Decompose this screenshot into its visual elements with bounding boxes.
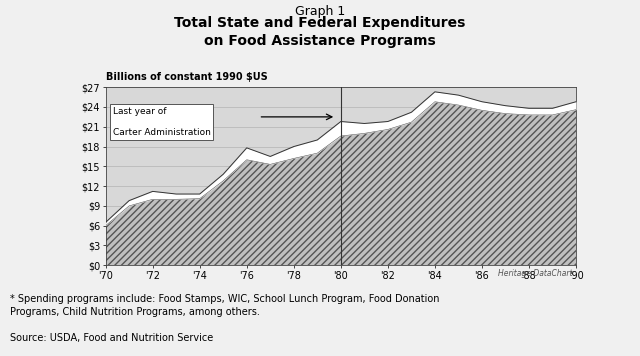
- Text: * Spending programs include: Food Stamps, WIC, School Lunch Program, Food Donati: * Spending programs include: Food Stamps…: [10, 294, 439, 317]
- Text: Last year of

Carter Administration: Last year of Carter Administration: [113, 107, 211, 137]
- Text: Graph 1: Graph 1: [295, 5, 345, 19]
- Text: Heritage DataChart: Heritage DataChart: [499, 269, 573, 278]
- Text: Total State and Federal Expenditures
on Food Assistance Programs: Total State and Federal Expenditures on …: [174, 16, 466, 48]
- Text: Billions of constant 1990 $US: Billions of constant 1990 $US: [106, 72, 268, 82]
- Text: Source: USDA, Food and Nutrition Service: Source: USDA, Food and Nutrition Service: [10, 333, 213, 343]
